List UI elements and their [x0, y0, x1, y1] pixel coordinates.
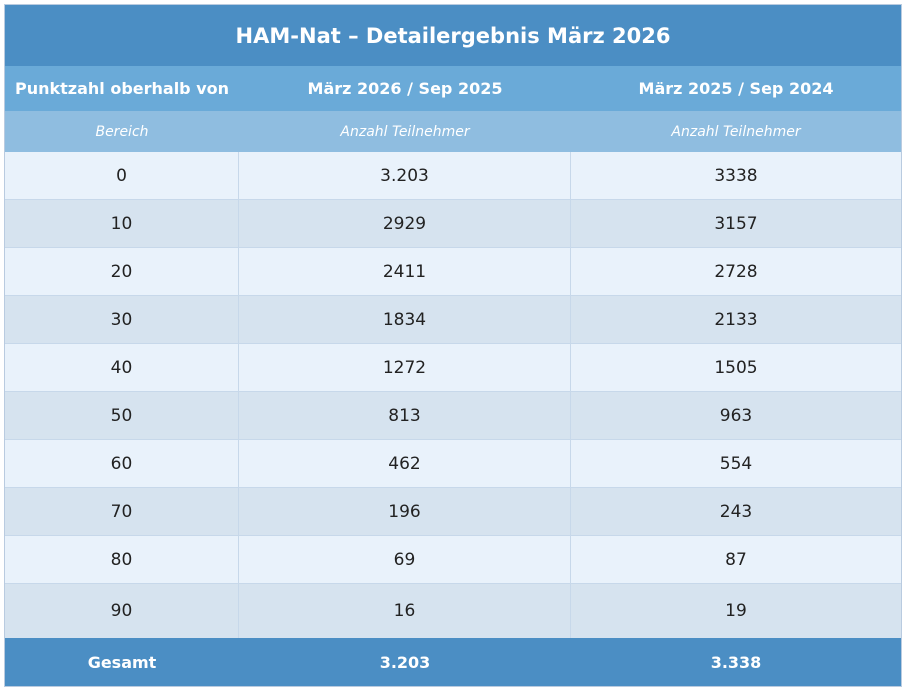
row-range: 70: [5, 488, 239, 535]
total-previous-value: 3.338: [710, 652, 762, 672]
header-current-period: März 2026 / Sep 2025: [307, 79, 503, 98]
row-range: 30: [5, 296, 239, 343]
table-row: 80 69 87: [5, 536, 901, 584]
header-previous-period: März 2025 / Sep 2024: [638, 79, 834, 98]
row-current-value: 196: [239, 488, 571, 535]
total-row: Gesamt 3.203 3.338: [5, 638, 901, 686]
row-range: 80: [5, 536, 239, 583]
table-row: 0 3.203 3338: [5, 152, 901, 200]
column-header-row: Punktzahl oberhalb von März 2026 / Sep 2…: [5, 66, 901, 111]
row-current-value: 2929: [239, 200, 571, 247]
row-previous-value: 3338: [714, 165, 758, 186]
row-current-value: 1272: [239, 344, 571, 391]
table-row: 10 2929 3157: [5, 200, 901, 248]
row-previous-value: 1505: [714, 357, 758, 378]
row-range: 10: [5, 200, 239, 247]
total-current-value: 3.203: [379, 652, 431, 672]
row-previous-value: 2133: [714, 309, 758, 330]
row-previous-value: 963: [719, 405, 753, 426]
total-label: Gesamt: [87, 652, 157, 672]
table-row: 30 1834 2133: [5, 296, 901, 344]
table-row: 20 2411 2728: [5, 248, 901, 296]
row-previous-value: 3157: [714, 213, 758, 234]
row-current-value: 813: [239, 392, 571, 439]
row-range: 50: [5, 392, 239, 439]
row-current-value: 16: [239, 584, 571, 638]
row-current-value: 3.203: [239, 152, 571, 199]
row-range: 40: [5, 344, 239, 391]
table-row: 70 196 243: [5, 488, 901, 536]
table-row: 90 16 19: [5, 584, 901, 638]
subheader-range: Bereich: [95, 123, 149, 140]
table-row: 60 462 554: [5, 440, 901, 488]
row-range: 20: [5, 248, 239, 295]
row-current-value: 69: [239, 536, 571, 583]
table-title: HAM-Nat – Detailergebnis März 2026: [5, 5, 901, 66]
subheader-previous-period: Anzahl Teilnehmer: [671, 123, 801, 140]
row-previous-value: 87: [725, 549, 747, 570]
row-range: 0: [5, 152, 239, 199]
row-previous-value: 19: [725, 601, 747, 621]
results-table: HAM-Nat – Detailergebnis März 2026 Punkt…: [4, 4, 902, 687]
row-current-value: 462: [239, 440, 571, 487]
row-previous-value: 2728: [714, 261, 758, 282]
row-previous-value: 243: [719, 501, 753, 522]
subheader-row: Bereich Anzahl Teilnehmer Anzahl Teilneh…: [5, 111, 901, 152]
row-range: 90: [5, 584, 239, 638]
row-current-value: 1834: [239, 296, 571, 343]
subheader-current-period: Anzahl Teilnehmer: [340, 123, 470, 140]
header-range: Punktzahl oberhalb von: [14, 79, 230, 98]
row-current-value: 2411: [239, 248, 571, 295]
row-range: 60: [5, 440, 239, 487]
row-previous-value: 554: [719, 453, 753, 474]
table-row: 40 1272 1505: [5, 344, 901, 392]
table-row: 50 813 963: [5, 392, 901, 440]
